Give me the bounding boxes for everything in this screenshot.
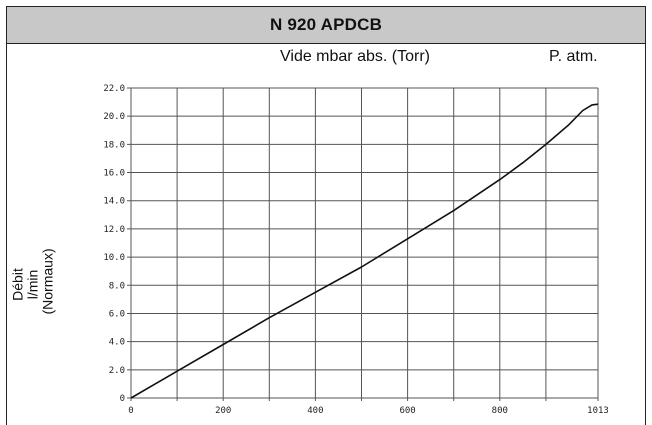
x-tick-label: 0 (128, 406, 133, 416)
x-tick-label: 400 (307, 406, 323, 416)
y-tick-label: 6.0 (109, 309, 125, 319)
chart-header: N 920 APDCB (7, 7, 645, 44)
x-tick-label: 800 (492, 406, 508, 416)
series-line (130, 103, 599, 399)
atmospheric-pressure-label: P. atm. (549, 48, 598, 65)
chart-title: N 920 APDCB (269, 15, 383, 34)
y-tick-label: 8.0 (109, 281, 125, 291)
y-tick-label: 10.0 (103, 253, 125, 263)
y-tick-label: 16.0 (103, 169, 125, 179)
y-tick-label: 18.0 (103, 140, 125, 150)
x-axis-label: Vide mbar abs. (Torr) (280, 48, 430, 65)
y-tick-label: 0 (120, 394, 125, 404)
y-tick-label: 20.0 (103, 112, 125, 122)
x-tick-label: 1013 (587, 406, 609, 416)
y-tick-label: 4.0 (109, 338, 125, 348)
y-tick-label: 12.0 (103, 225, 125, 235)
chart-frame: N 920 APDCB (6, 6, 646, 425)
x-tick-label: 200 (215, 406, 231, 416)
x-tick-label: 600 (399, 406, 415, 416)
y-tick-label: 2.0 (109, 366, 125, 376)
y-tick-label: 14.0 (103, 197, 125, 207)
y-tick-label: 22.0 (103, 84, 125, 94)
